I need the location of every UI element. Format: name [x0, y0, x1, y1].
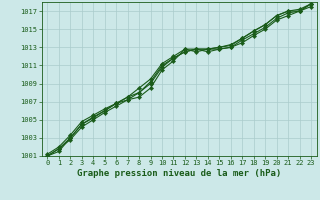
X-axis label: Graphe pression niveau de la mer (hPa): Graphe pression niveau de la mer (hPa): [77, 169, 281, 178]
